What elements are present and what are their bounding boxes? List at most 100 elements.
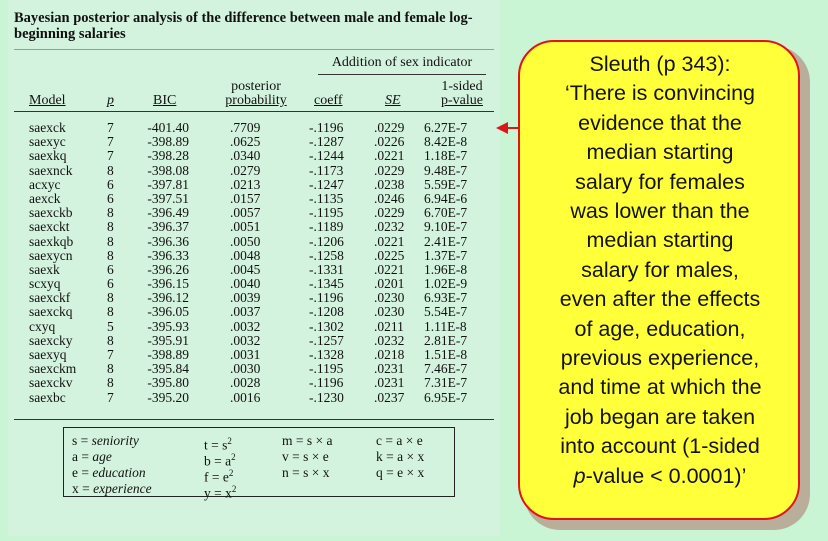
cell-prob: .0051 bbox=[230, 219, 261, 235]
cell-bic: -397.81 bbox=[147, 176, 189, 192]
table-row: saexkq 7 -398.28 .0340 -.1244 .0221 1.18E-7 bbox=[0, 149, 500, 163]
cell-model: aexck bbox=[29, 190, 61, 206]
legend-box: s = seniority a = age e = education x = … bbox=[63, 427, 455, 500]
cell-pvalue: 7.46E-7 bbox=[424, 361, 468, 377]
cell-p: 7 bbox=[107, 148, 114, 164]
cell-bic: -398.08 bbox=[147, 162, 189, 178]
cell-coeff: -.1135 bbox=[309, 190, 344, 206]
cell-coeff: -.1196 bbox=[309, 120, 344, 135]
table-row: saexckf 8 -396.12 .0039 -.1196 .0230 6.93E-7 bbox=[0, 291, 500, 305]
cell-model: saexckv bbox=[29, 375, 73, 391]
cell-prob: .0048 bbox=[230, 247, 261, 263]
cell-model: scxyq bbox=[29, 276, 61, 292]
cell-prob: .0279 bbox=[230, 162, 261, 178]
legend-q: q = e × x bbox=[376, 465, 425, 480]
cell-pvalue: 9.48E-7 bbox=[424, 162, 468, 178]
cell-bic: -396.37 bbox=[147, 219, 189, 235]
cell-se: .0232 bbox=[374, 219, 405, 235]
cell-prob: .7709 bbox=[230, 120, 261, 135]
cell-se: .0229 bbox=[374, 205, 405, 221]
cell-prob: .0032 bbox=[230, 332, 261, 348]
cell-prob: .0040 bbox=[230, 276, 261, 292]
cell-bic: -395.80 bbox=[147, 375, 189, 391]
cell-prob: .0030 bbox=[230, 361, 261, 377]
table-row: scxyq 6 -396.15 .0040 -.1345 .0201 1.02E-9 bbox=[0, 277, 500, 291]
cell-model: saexyq bbox=[29, 347, 67, 362]
legend-y: y = x2 bbox=[204, 484, 237, 501]
cell-p: 6 bbox=[107, 276, 114, 292]
col-header-se: SE bbox=[385, 93, 401, 108]
col-header-bic: BIC bbox=[153, 93, 177, 108]
cell-p: 6 bbox=[107, 176, 114, 192]
legend-b: b = a2 bbox=[204, 452, 236, 469]
cell-pvalue: 5.54E-7 bbox=[424, 304, 468, 320]
cell-pvalue: 8.42E-8 bbox=[424, 134, 468, 150]
cell-prob: .0213 bbox=[230, 176, 261, 192]
col-header-model: Model bbox=[29, 93, 66, 108]
cell-p: 8 bbox=[107, 162, 114, 178]
cell-bic: -395.93 bbox=[147, 318, 189, 334]
cell-coeff: -.1258 bbox=[309, 247, 344, 263]
cell-se: .0246 bbox=[374, 190, 405, 206]
table-row: acxyc 6 -397.81 .0213 -.1247 .0238 5.59E-7 bbox=[0, 176, 500, 192]
cell-coeff: -.1345 bbox=[309, 276, 344, 292]
cell-coeff: -.1195 bbox=[309, 205, 344, 221]
table-row: saexckb 8 -396.49 .0057 -.1195 .0229 6.70E-7 bbox=[0, 206, 500, 220]
legend-a: a = age bbox=[72, 449, 112, 464]
legend-k: k = a × x bbox=[376, 449, 425, 464]
cell-coeff: -.1302 bbox=[309, 318, 344, 334]
cell-model: cxyq bbox=[29, 318, 56, 334]
legend-x: x = experience bbox=[72, 481, 152, 496]
cell-coeff: -.1195 bbox=[309, 361, 344, 377]
cell-prob: .0037 bbox=[230, 304, 261, 320]
cell-p: 7 bbox=[107, 134, 114, 150]
col-header-posterior-2: probability bbox=[225, 93, 287, 108]
table-row: saexnck 8 -398.08 .0279 -.1173 .0229 9.48E-7 bbox=[0, 162, 500, 178]
cell-pvalue: 1.02E-9 bbox=[424, 276, 468, 292]
cell-coeff: -.1208 bbox=[309, 304, 344, 320]
cell-bic: -396.36 bbox=[147, 233, 189, 249]
cell-pvalue: 6.95E-7 bbox=[424, 389, 468, 405]
cell-prob: .0157 bbox=[230, 190, 261, 206]
table-row: saexyq 7 -398.89 .0031 -.1328 .0218 1.51E-8 bbox=[0, 348, 500, 362]
cell-bic: -395.91 bbox=[147, 332, 189, 348]
cell-p: 7 bbox=[107, 347, 114, 362]
cell-model: saexycn bbox=[29, 247, 73, 263]
callout-arrow-head-icon bbox=[496, 122, 508, 134]
legend-m: m = s × a bbox=[282, 433, 333, 448]
table-row: saexckq 8 -396.05 .0037 -.1208 .0230 5.54E-7 bbox=[0, 305, 500, 319]
cell-p: 8 bbox=[107, 332, 114, 348]
col-header-pvalue-2: p-value bbox=[441, 93, 483, 108]
cell-bic: -397.51 bbox=[147, 190, 189, 206]
col-header-pvalue-1: 1-sided bbox=[441, 79, 483, 94]
table-row: saexckv 8 -395.80 .0028 -.1196 .0231 7.31E-7 bbox=[0, 376, 500, 390]
cell-model: saexckq bbox=[29, 304, 73, 320]
cell-prob: .0032 bbox=[230, 318, 261, 334]
cell-coeff: -.1331 bbox=[309, 261, 344, 277]
cell-pvalue: 7.31E-7 bbox=[424, 375, 468, 391]
cell-bic: -395.84 bbox=[147, 361, 189, 377]
cell-coeff: -.1287 bbox=[309, 134, 344, 150]
table-body: saexck 7 -401.40.7709 -.1196.0229 6.27E-7 sae… bbox=[0, 121, 500, 405]
cell-prob: .0050 bbox=[230, 233, 261, 249]
bottom-rule bbox=[14, 419, 494, 420]
cell-prob: .0340 bbox=[230, 148, 261, 164]
legend-f: f = e2 bbox=[204, 468, 234, 485]
cell-p: 5 bbox=[107, 318, 114, 334]
cell-p: 8 bbox=[107, 361, 114, 377]
table-row: saexckm 8 -395.84 .0030 -.1195 .0231 7.46E-7 bbox=[0, 362, 500, 376]
cell-p: 8 bbox=[107, 375, 114, 391]
cell-bic: -395.20 bbox=[147, 389, 189, 405]
cell-model: saexckb bbox=[29, 205, 73, 221]
cell-model: saexkq bbox=[29, 148, 67, 164]
cell-bic: -396.26 bbox=[147, 261, 189, 277]
cell-model: saexbc bbox=[29, 389, 66, 405]
cell-se: .0238 bbox=[374, 176, 405, 192]
legend-v: v = s × e bbox=[282, 449, 329, 464]
cell-se: .0230 bbox=[374, 290, 405, 306]
legend-e: e = education bbox=[72, 465, 146, 480]
table-row: saexkqb 8 -396.36 .0050 -.1206 .0221 2.41E-7 bbox=[0, 233, 500, 249]
cell-prob: .0028 bbox=[230, 375, 261, 391]
cell-pvalue: 1.18E-7 bbox=[424, 148, 468, 164]
cell-se: .0229 bbox=[374, 162, 405, 178]
